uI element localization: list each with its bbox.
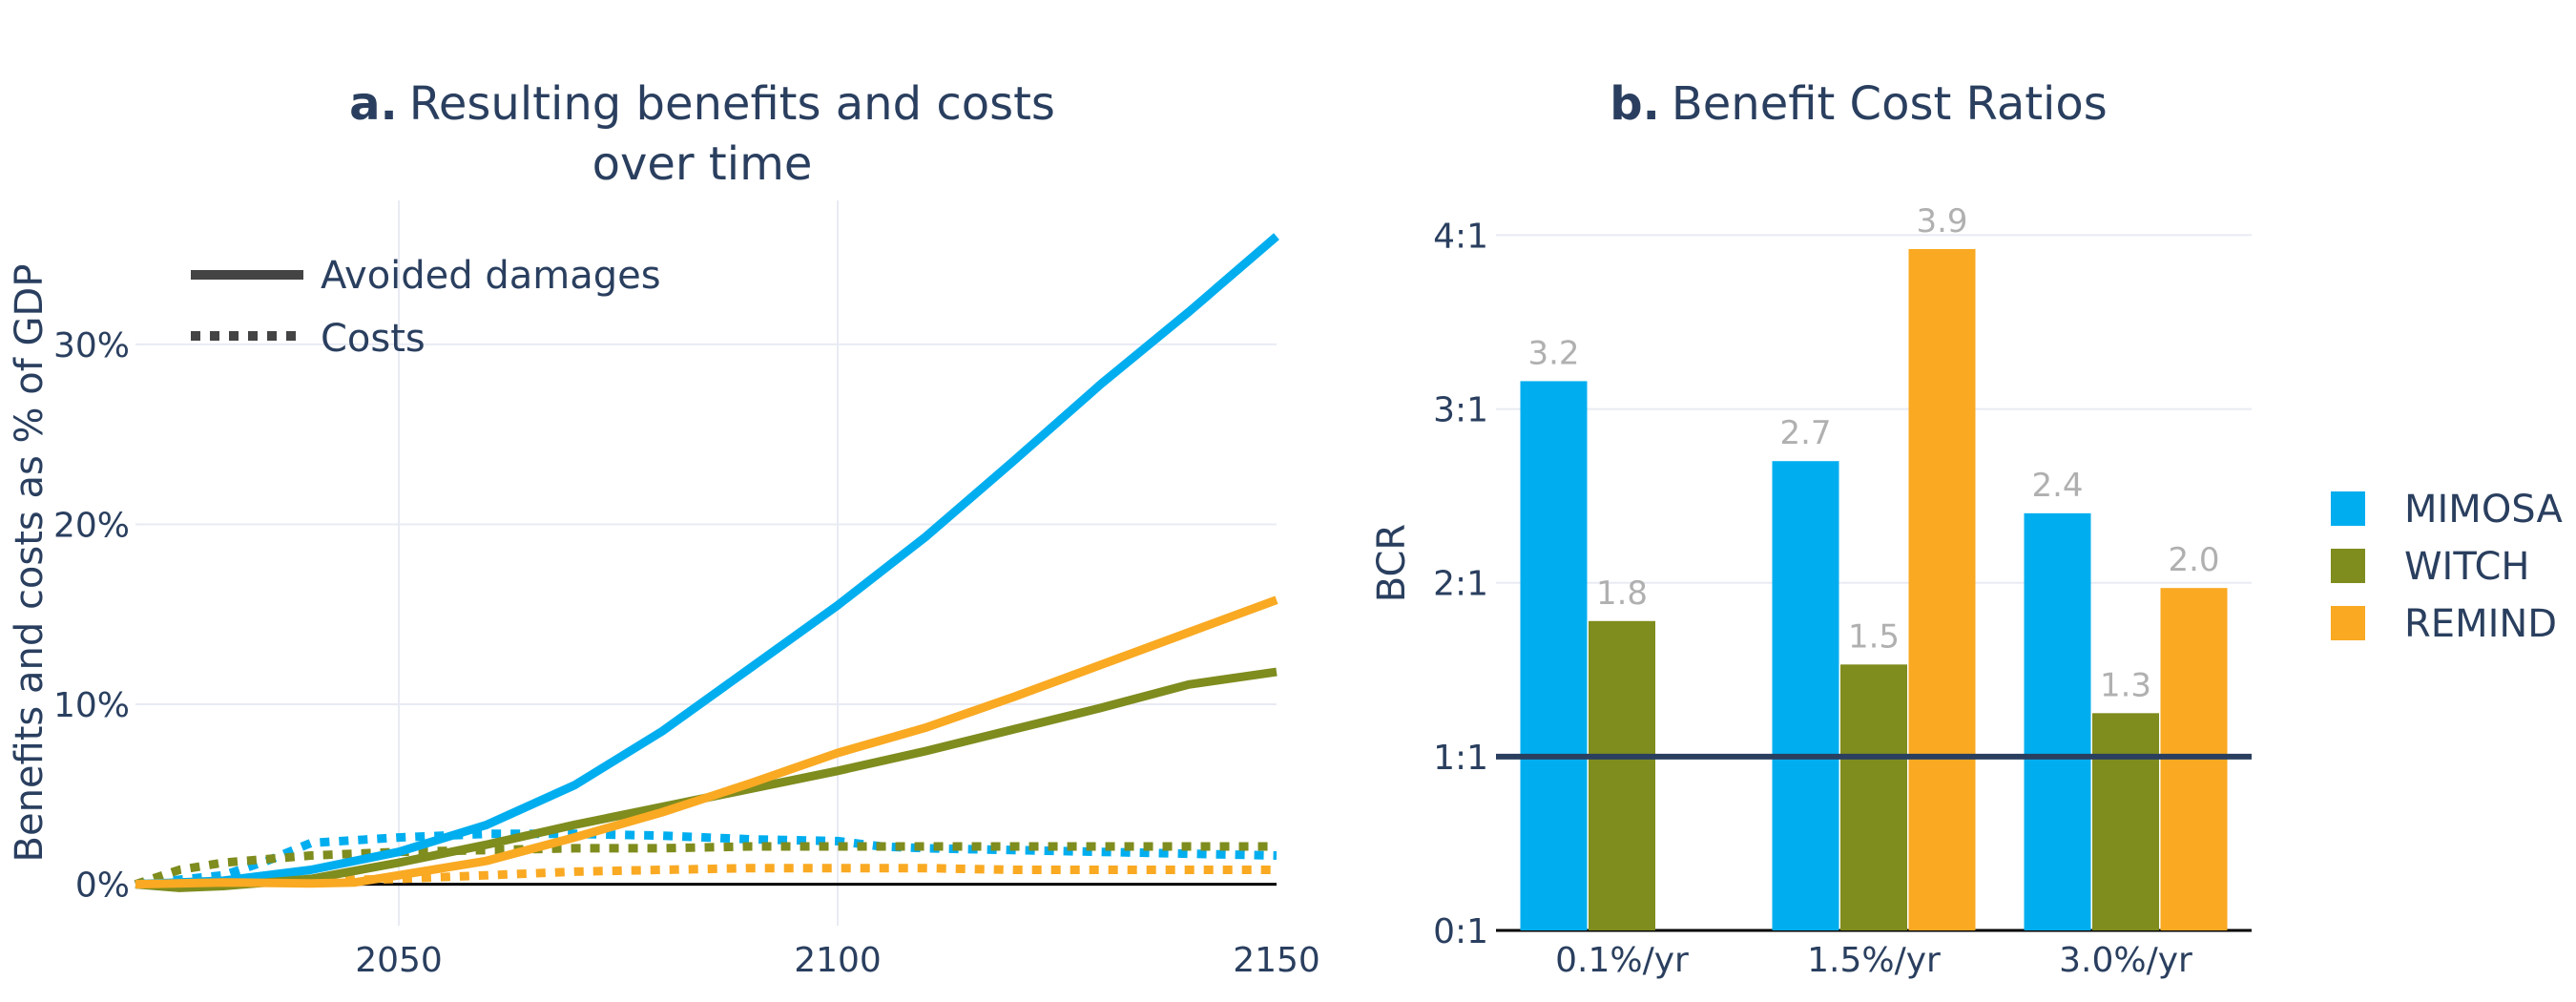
witch-bar — [1840, 664, 1907, 930]
bar-value-label: 1.5 — [1848, 617, 1900, 656]
panel-b-bar-labels: 3.2 1.8 2.7 1.5 3.9 2.4 1.3 2.0 — [1527, 202, 2219, 704]
y-tick-label: 1:1 — [1433, 739, 1488, 778]
mimosa-bar — [1520, 381, 1588, 930]
bar-value-label: 2.4 — [2031, 467, 2083, 505]
y-tick-label: 30% — [53, 326, 130, 365]
remind-benefit-line — [135, 595, 1278, 889]
panel-a-y-axis-label: Benefits and costs as % of GDP — [8, 264, 52, 863]
y-tick-label: 10% — [53, 686, 130, 725]
panel-b-x-ticks: 0.1%/yr 1.5%/yr 3.0%/yr — [1555, 941, 2192, 980]
y-tick-label: 3:1 — [1433, 391, 1488, 430]
y-tick-label: 0% — [75, 866, 130, 906]
bar-value-label: 2.7 — [1779, 414, 1831, 452]
mimosa-benefit-line — [135, 233, 1279, 889]
panel-b: b. Benefit Cost Ratios BCR 3.21.82.71.53.… — [1370, 77, 2563, 980]
panel-a-title-letter: a. — [349, 77, 398, 131]
panel-a-x-ticks: 2050 2100 2150 — [355, 941, 1320, 980]
x-tick-label: 0.1%/yr — [1555, 941, 1689, 980]
bar-value-label: 1.3 — [2100, 666, 2151, 704]
x-tick-label: 1.5%/yr — [1807, 941, 1941, 980]
panel-b-title-letter: b. — [1610, 77, 1660, 131]
mimosa-legend-label: MIMOSA — [2404, 488, 2563, 532]
x-tick-label: 2050 — [355, 941, 443, 980]
panel-a: a. Resulting benefits and costs over time… — [8, 77, 1320, 980]
y-tick-label: 4:1 — [1433, 217, 1488, 256]
panel-a-lines — [134, 233, 1279, 892]
remind-legend-label: REMIND — [2404, 602, 2557, 646]
mimosa-cost-line — [135, 829, 1278, 889]
mimosa-legend-swatch — [2331, 491, 2365, 526]
panel-a-title-line2: over time — [592, 137, 813, 191]
mimosa-bar — [2024, 512, 2091, 930]
witch-bar — [1589, 620, 1655, 930]
panel-b-bars — [1520, 249, 2228, 930]
panel-b-legend: MIMOSA WITCH REMIND — [2331, 488, 2563, 646]
remind-bar — [1908, 249, 1976, 930]
y-tick-label: 2:1 — [1433, 565, 1488, 604]
bar-value-label: 1.8 — [1596, 574, 1648, 613]
legend-avoided-damages: Avoided damages — [321, 254, 661, 298]
y-tick-label: 0:1 — [1433, 912, 1488, 951]
x-tick-label: 3.0%/yr — [2059, 941, 2192, 980]
witch-legend-label: WITCH — [2404, 545, 2529, 589]
bar-value-label: 3.2 — [1527, 334, 1579, 372]
remind-legend-swatch — [2331, 606, 2365, 640]
panel-b-title: b. Benefit Cost Ratios — [1610, 77, 2108, 131]
witch-cost-line — [134, 842, 1277, 888]
panel-a-y-ticks: 0% 10% 20% 30% — [53, 326, 130, 906]
bar-value-label: 2.0 — [2168, 541, 2219, 579]
x-tick-label: 2100 — [794, 941, 882, 980]
witch-legend-swatch — [2331, 549, 2365, 583]
witch-bar — [2092, 713, 2159, 930]
panel-b-y-axis-label: BCR — [1370, 524, 1414, 602]
panel-b-y-ticks: 0:1 1:1 2:1 3:1 4:1 — [1433, 217, 1488, 951]
mimosa-bar — [1772, 461, 1839, 930]
x-tick-label: 2150 — [1233, 941, 1320, 980]
panel-a-grid — [135, 200, 1277, 926]
panel-a-title: a. Resulting benefits and costs — [349, 77, 1055, 131]
y-tick-label: 20% — [53, 506, 130, 545]
legend-costs: Costs — [321, 317, 426, 361]
panel-a-title-main: Resulting benefits and costs — [409, 77, 1055, 131]
panel-a-legend: Avoided damages Costs — [191, 254, 661, 361]
bar-value-label: 3.9 — [1916, 202, 1967, 240]
panel-b-title-main: Benefit Cost Ratios — [1672, 77, 2108, 131]
